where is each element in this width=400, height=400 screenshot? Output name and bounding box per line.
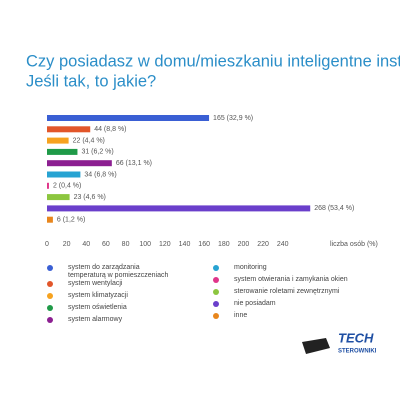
- legend-item: sterowanie roletami zewnętrznymi: [213, 288, 383, 300]
- legend-marker: [47, 293, 53, 299]
- data-label: 44 (8,8 %): [94, 126, 126, 133]
- logo: TECH STEROWNIKI: [300, 328, 380, 358]
- legend-label: inne: [234, 312, 248, 319]
- legend-marker: [213, 301, 219, 307]
- bar: [47, 171, 81, 178]
- logo-graphic: TECH STEROWNIKI: [302, 330, 377, 355]
- x-tick-label: 200: [238, 241, 250, 248]
- data-label: 2 (0,4 %): [53, 183, 81, 190]
- legend-label: system otwierania i zamykania okien: [234, 276, 348, 283]
- bar: [47, 160, 112, 167]
- logo-title: TECH: [338, 330, 374, 345]
- logo-chip: [302, 338, 330, 354]
- legend-marker: [47, 317, 53, 323]
- x-tick-label: 240: [277, 241, 289, 248]
- legend-marker: [213, 265, 219, 271]
- x-axis-label: liczba osób (%): [330, 241, 378, 248]
- legend-label: system klimatyzacji: [68, 292, 128, 299]
- legend-item: nie posiadam: [213, 300, 383, 312]
- legend-marker: [213, 289, 219, 295]
- legend-item: system otwierania i zamykania okien: [213, 276, 383, 288]
- legend: system do zarządzania temperaturą w pomi…: [47, 264, 197, 328]
- data-label: 268 (53,4 %): [314, 205, 354, 212]
- legend: monitoring system otwierania i zamykania …: [213, 264, 383, 324]
- legend-item: system alarmowy: [47, 316, 197, 328]
- legend-item: system klimatyzacji: [47, 292, 197, 304]
- x-tick-label: 220: [257, 241, 269, 248]
- x-tick-label: 0: [45, 241, 49, 248]
- chart-title: Czy posiadasz w domu/mieszkaniu intelige…: [26, 52, 400, 70]
- x-tick-label: 80: [122, 241, 130, 248]
- legend-item: monitoring: [213, 264, 383, 276]
- legend-item: system wentylacji: [47, 280, 197, 292]
- x-tick-label: 180: [218, 241, 230, 248]
- legend-label: system wentylacji: [68, 280, 123, 287]
- legend-label: sterowanie roletami zewnętrznymi: [234, 288, 340, 295]
- x-tick-label: 140: [179, 241, 191, 248]
- x-tick-label: 60: [102, 241, 110, 248]
- legend-label: system alarmowy: [68, 316, 123, 323]
- data-label: 66 (13,1 %): [116, 160, 152, 167]
- data-label: 6 (1,2 %): [57, 217, 85, 224]
- data-label: 22 (4,4 %): [73, 137, 105, 144]
- data-label: 165 (32,9 %): [213, 115, 253, 122]
- chart-subtitle: Jeśli tak, to jakie?: [26, 72, 156, 90]
- legend-item: system oświetlenia: [47, 304, 197, 316]
- bar: [47, 205, 311, 212]
- bar: [47, 216, 53, 223]
- x-tick-label: 40: [82, 241, 90, 248]
- x-tick-label: 120: [159, 241, 171, 248]
- legend-item: inne: [213, 312, 383, 324]
- legend-marker: [213, 313, 219, 319]
- x-tick-label: 100: [139, 241, 151, 248]
- bar: [47, 182, 49, 189]
- logo-subtitle: STEROWNIKI: [338, 349, 377, 355]
- bar: [47, 137, 69, 144]
- legend-marker: [47, 281, 53, 287]
- data-label: 23 (4,6 %): [74, 194, 106, 201]
- bar: [47, 115, 210, 121]
- bar: [47, 126, 91, 133]
- legend-label: nie posiadam: [234, 300, 276, 307]
- legend-marker: [213, 277, 219, 283]
- legend-marker: [47, 305, 53, 311]
- bar: [47, 148, 78, 155]
- legend-label: system do zarządzania temperaturą w pomi…: [68, 264, 169, 279]
- legend-marker: [47, 265, 53, 271]
- bar: [47, 194, 70, 201]
- x-tick-label: 20: [63, 241, 71, 248]
- legend-item: system do zarządzania temperaturą w pomi…: [47, 264, 197, 280]
- legend-label: system oświetlenia: [68, 304, 127, 311]
- legend-label: monitoring: [234, 264, 267, 271]
- data-label: 31 (6,2 %): [81, 149, 113, 156]
- data-label: 34 (6,8 %): [84, 171, 116, 178]
- x-tick-label: 160: [198, 241, 210, 248]
